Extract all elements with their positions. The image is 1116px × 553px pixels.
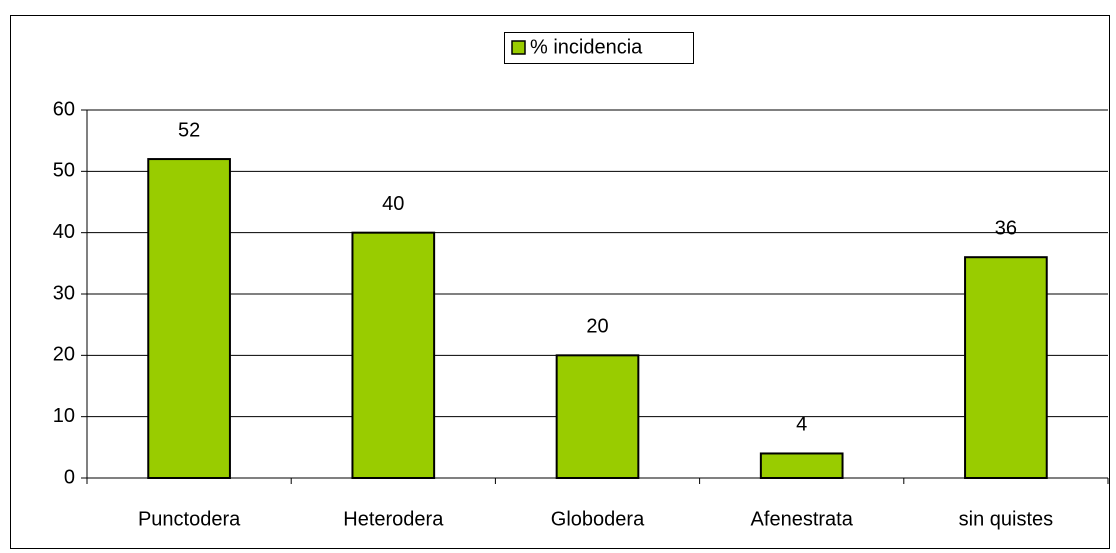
y-tick-label: 30 bbox=[53, 282, 75, 304]
y-tick-label: 40 bbox=[53, 221, 75, 243]
bar bbox=[555, 354, 640, 480]
legend-box bbox=[504, 32, 694, 64]
x-tick-label: sin quistes bbox=[959, 508, 1054, 530]
y-tick-label: 10 bbox=[53, 405, 75, 427]
data-label: 20 bbox=[586, 316, 608, 338]
bar bbox=[759, 452, 844, 480]
bar bbox=[147, 158, 231, 479]
x-tick-label: Afenestrata bbox=[751, 508, 854, 530]
data-label: 52 bbox=[178, 119, 200, 141]
data-label: 40 bbox=[382, 193, 404, 215]
data-label: 4 bbox=[796, 414, 807, 436]
y-tick-label: 0 bbox=[64, 466, 75, 488]
bar bbox=[351, 231, 436, 479]
legend-label: % incidencia bbox=[530, 36, 643, 58]
legend-swatch bbox=[511, 40, 526, 55]
x-tick-label: Globodera bbox=[551, 508, 645, 530]
data-label: 36 bbox=[995, 217, 1017, 239]
bar bbox=[964, 256, 1048, 480]
y-tick-label: 50 bbox=[53, 160, 75, 182]
x-tick-label: Heterodera bbox=[343, 508, 444, 530]
y-tick-label: 60 bbox=[53, 98, 75, 120]
y-tick-label: 20 bbox=[53, 344, 75, 366]
x-tick-label: Punctodera bbox=[138, 508, 241, 530]
